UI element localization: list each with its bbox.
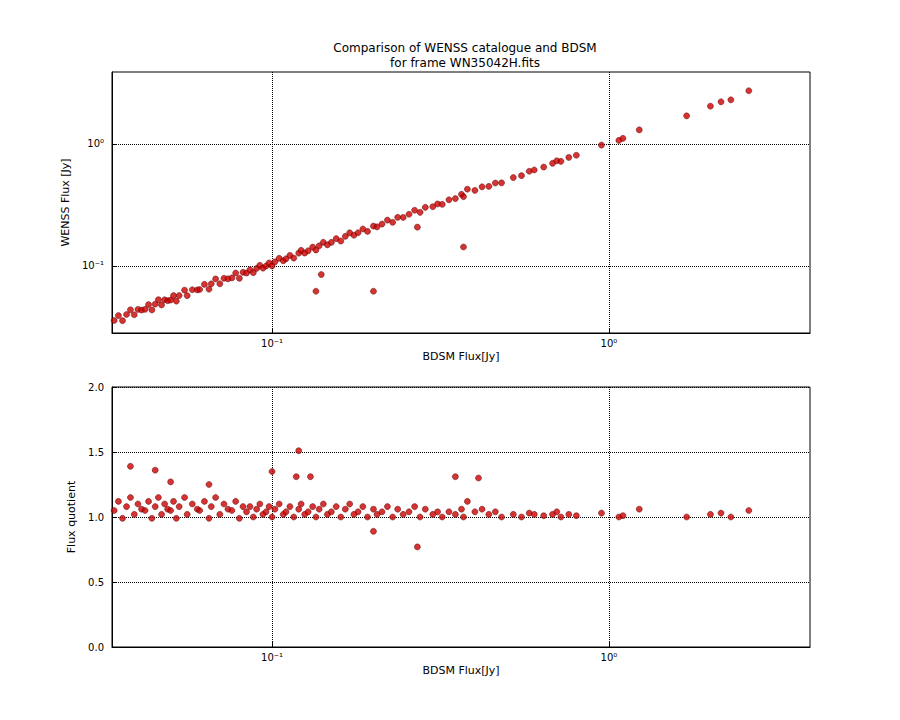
svg-text:BDSM Flux[Jy]: BDSM Flux[Jy] xyxy=(422,664,499,677)
svg-text:Comparison of WENSS catalogue: Comparison of WENSS catalogue and BDSM xyxy=(333,41,596,55)
svg-text:for frame WN35042H.fits: for frame WN35042H.fits xyxy=(390,56,540,70)
svg-text:0.0: 0.0 xyxy=(88,642,104,653)
svg-text:10⁻¹: 10⁻¹ xyxy=(82,260,104,271)
svg-text:Flux quotient: Flux quotient xyxy=(65,480,78,553)
svg-text:10⁻¹: 10⁻¹ xyxy=(261,338,283,349)
svg-text:2.0: 2.0 xyxy=(88,382,104,393)
svg-text:10⁰: 10⁰ xyxy=(601,652,618,663)
svg-text:10⁻¹: 10⁻¹ xyxy=(261,652,283,663)
svg-text:10⁰: 10⁰ xyxy=(601,338,618,349)
svg-text:BDSM Flux[Jy]: BDSM Flux[Jy] xyxy=(422,350,499,363)
svg-text:1.5: 1.5 xyxy=(88,447,104,458)
svg-text:WENSS Flux [Jy]: WENSS Flux [Jy] xyxy=(59,158,72,246)
svg-text:1.0: 1.0 xyxy=(88,512,104,523)
svg-text:0.5: 0.5 xyxy=(88,577,104,588)
svg-text:10⁰: 10⁰ xyxy=(87,138,104,149)
